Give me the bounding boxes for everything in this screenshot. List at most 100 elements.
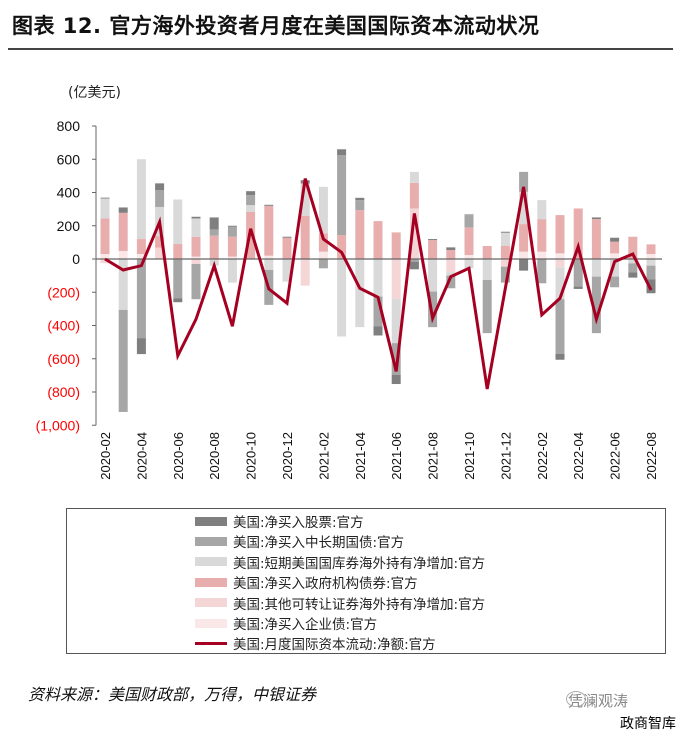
bar-segment bbox=[482, 279, 492, 334]
bar-segment bbox=[555, 299, 565, 354]
y-tick-label: 600 bbox=[57, 151, 81, 167]
bar-segment bbox=[246, 205, 256, 212]
legend-swatch bbox=[195, 536, 227, 546]
x-tick-label: 2020-06 bbox=[171, 432, 186, 480]
bar-segment bbox=[500, 259, 510, 267]
bar-segment bbox=[610, 241, 620, 254]
bar-segment bbox=[500, 232, 510, 246]
bar-segment bbox=[591, 219, 601, 259]
bar-segment bbox=[118, 251, 128, 259]
y-tick-label: (200) bbox=[47, 284, 80, 300]
bar-segment bbox=[591, 259, 601, 277]
legend-item: 美国:净买入中长期国债:官方 bbox=[195, 531, 404, 551]
legend-item: 美国:净买入政府机构债券:官方 bbox=[195, 572, 418, 592]
net-flow-line bbox=[104, 178, 653, 390]
bar-segment bbox=[227, 226, 237, 237]
bar-segment bbox=[209, 229, 219, 236]
figure-title: 图表 12. 官方海外投资者月度在美国国际资本流动状况 bbox=[12, 14, 540, 38]
legend-label: 美国:其他可转让证券海外持有净增加:官方 bbox=[233, 596, 486, 613]
bar-segment bbox=[555, 215, 565, 254]
bar-segment bbox=[191, 218, 201, 237]
bar-segment bbox=[300, 259, 310, 286]
legend-swatch bbox=[195, 618, 227, 628]
bar-segment bbox=[282, 259, 292, 282]
bar-segment bbox=[136, 338, 146, 355]
bar-segment bbox=[628, 263, 638, 273]
bar-segment bbox=[155, 236, 165, 248]
source-note: 资料来源：美国财政部，万得，中银证券 bbox=[28, 685, 317, 704]
bar-segment bbox=[373, 221, 383, 259]
bar-segment bbox=[591, 217, 601, 220]
bar-segment bbox=[337, 155, 347, 236]
bar-segment bbox=[446, 250, 456, 259]
legend-swatch bbox=[195, 516, 227, 526]
bar-segment bbox=[519, 171, 529, 192]
bar-segment bbox=[428, 291, 438, 328]
bar-segment bbox=[318, 259, 328, 269]
bar-segment bbox=[227, 259, 237, 283]
bar-segment bbox=[555, 353, 565, 360]
y-tick-label: (400) bbox=[47, 318, 80, 334]
bar-segment bbox=[409, 182, 419, 209]
bar-segment bbox=[373, 326, 383, 336]
bar-segment bbox=[446, 275, 456, 289]
bar-segment bbox=[227, 225, 237, 227]
legend-swatch bbox=[195, 557, 227, 567]
x-tick-label: 2020-04 bbox=[134, 432, 149, 480]
bar-segment bbox=[318, 233, 328, 252]
bar-segment bbox=[610, 253, 620, 259]
bar-segment bbox=[355, 210, 365, 259]
bar-segment bbox=[446, 259, 456, 273]
bar-segment bbox=[191, 216, 201, 219]
bar-segment bbox=[173, 298, 183, 303]
bar-segment bbox=[409, 208, 419, 259]
legend-item: 美国:净买入股票:官方 bbox=[195, 511, 364, 531]
bar-segment bbox=[519, 259, 529, 271]
legend-item: 美国:其他可转让证券海外持有净增加:官方 bbox=[195, 593, 485, 613]
bar-segment bbox=[628, 236, 638, 259]
x-tick-label: 2021-08 bbox=[426, 432, 441, 480]
bar-segment bbox=[191, 259, 201, 264]
bar-segment bbox=[264, 259, 274, 270]
legend-label: 美国:净买入企业债:官方 bbox=[233, 617, 378, 633]
watermark-sub: 政商智库 bbox=[620, 716, 676, 732]
y-tick-label: (800) bbox=[47, 384, 80, 400]
bar-segment bbox=[573, 208, 583, 259]
y-tick-label: (600) bbox=[47, 351, 80, 367]
bar-segment bbox=[227, 236, 237, 257]
y-tick-label: (1,000) bbox=[36, 417, 80, 433]
bar-segment bbox=[555, 267, 565, 300]
x-tick-label: 2020-02 bbox=[98, 432, 113, 480]
bar-segment bbox=[373, 296, 383, 327]
bar-segment bbox=[391, 374, 401, 385]
bar-segment bbox=[246, 191, 256, 196]
legend-item: 美国:净买入企业债:官方 bbox=[195, 613, 377, 633]
bar-segment bbox=[428, 240, 438, 259]
bar-segment bbox=[646, 244, 656, 255]
bar-segment bbox=[173, 259, 183, 299]
bar-segment bbox=[555, 259, 565, 268]
bar-segment bbox=[136, 259, 146, 339]
bar-segment bbox=[118, 207, 128, 213]
bar-segment bbox=[173, 199, 183, 245]
legend-item: 美国:短期美国国库券海外持有净增加:官方 bbox=[195, 552, 485, 572]
wechat-icon bbox=[566, 691, 586, 707]
bar-segment bbox=[209, 217, 219, 230]
bar-segment bbox=[191, 236, 201, 257]
bar-segment bbox=[646, 254, 656, 259]
bar-segment bbox=[300, 215, 310, 259]
x-tick-label: 2021-04 bbox=[353, 432, 368, 480]
legend-label: 美国:净买入政府机构债券:官方 bbox=[233, 576, 418, 593]
y-tick-label: 800 bbox=[57, 118, 81, 134]
bar-segment bbox=[573, 259, 583, 287]
bar-segment bbox=[136, 254, 146, 259]
bar-segment bbox=[646, 265, 656, 280]
bar-segment bbox=[337, 235, 347, 259]
bar-segment bbox=[155, 183, 165, 191]
bar-segment bbox=[409, 259, 419, 262]
title-divider bbox=[8, 48, 673, 50]
bar-segment bbox=[519, 191, 529, 225]
watermark-brand: 凭澜观涛 bbox=[568, 692, 629, 710]
bar-segment bbox=[337, 149, 347, 156]
bar-segment bbox=[464, 259, 474, 269]
